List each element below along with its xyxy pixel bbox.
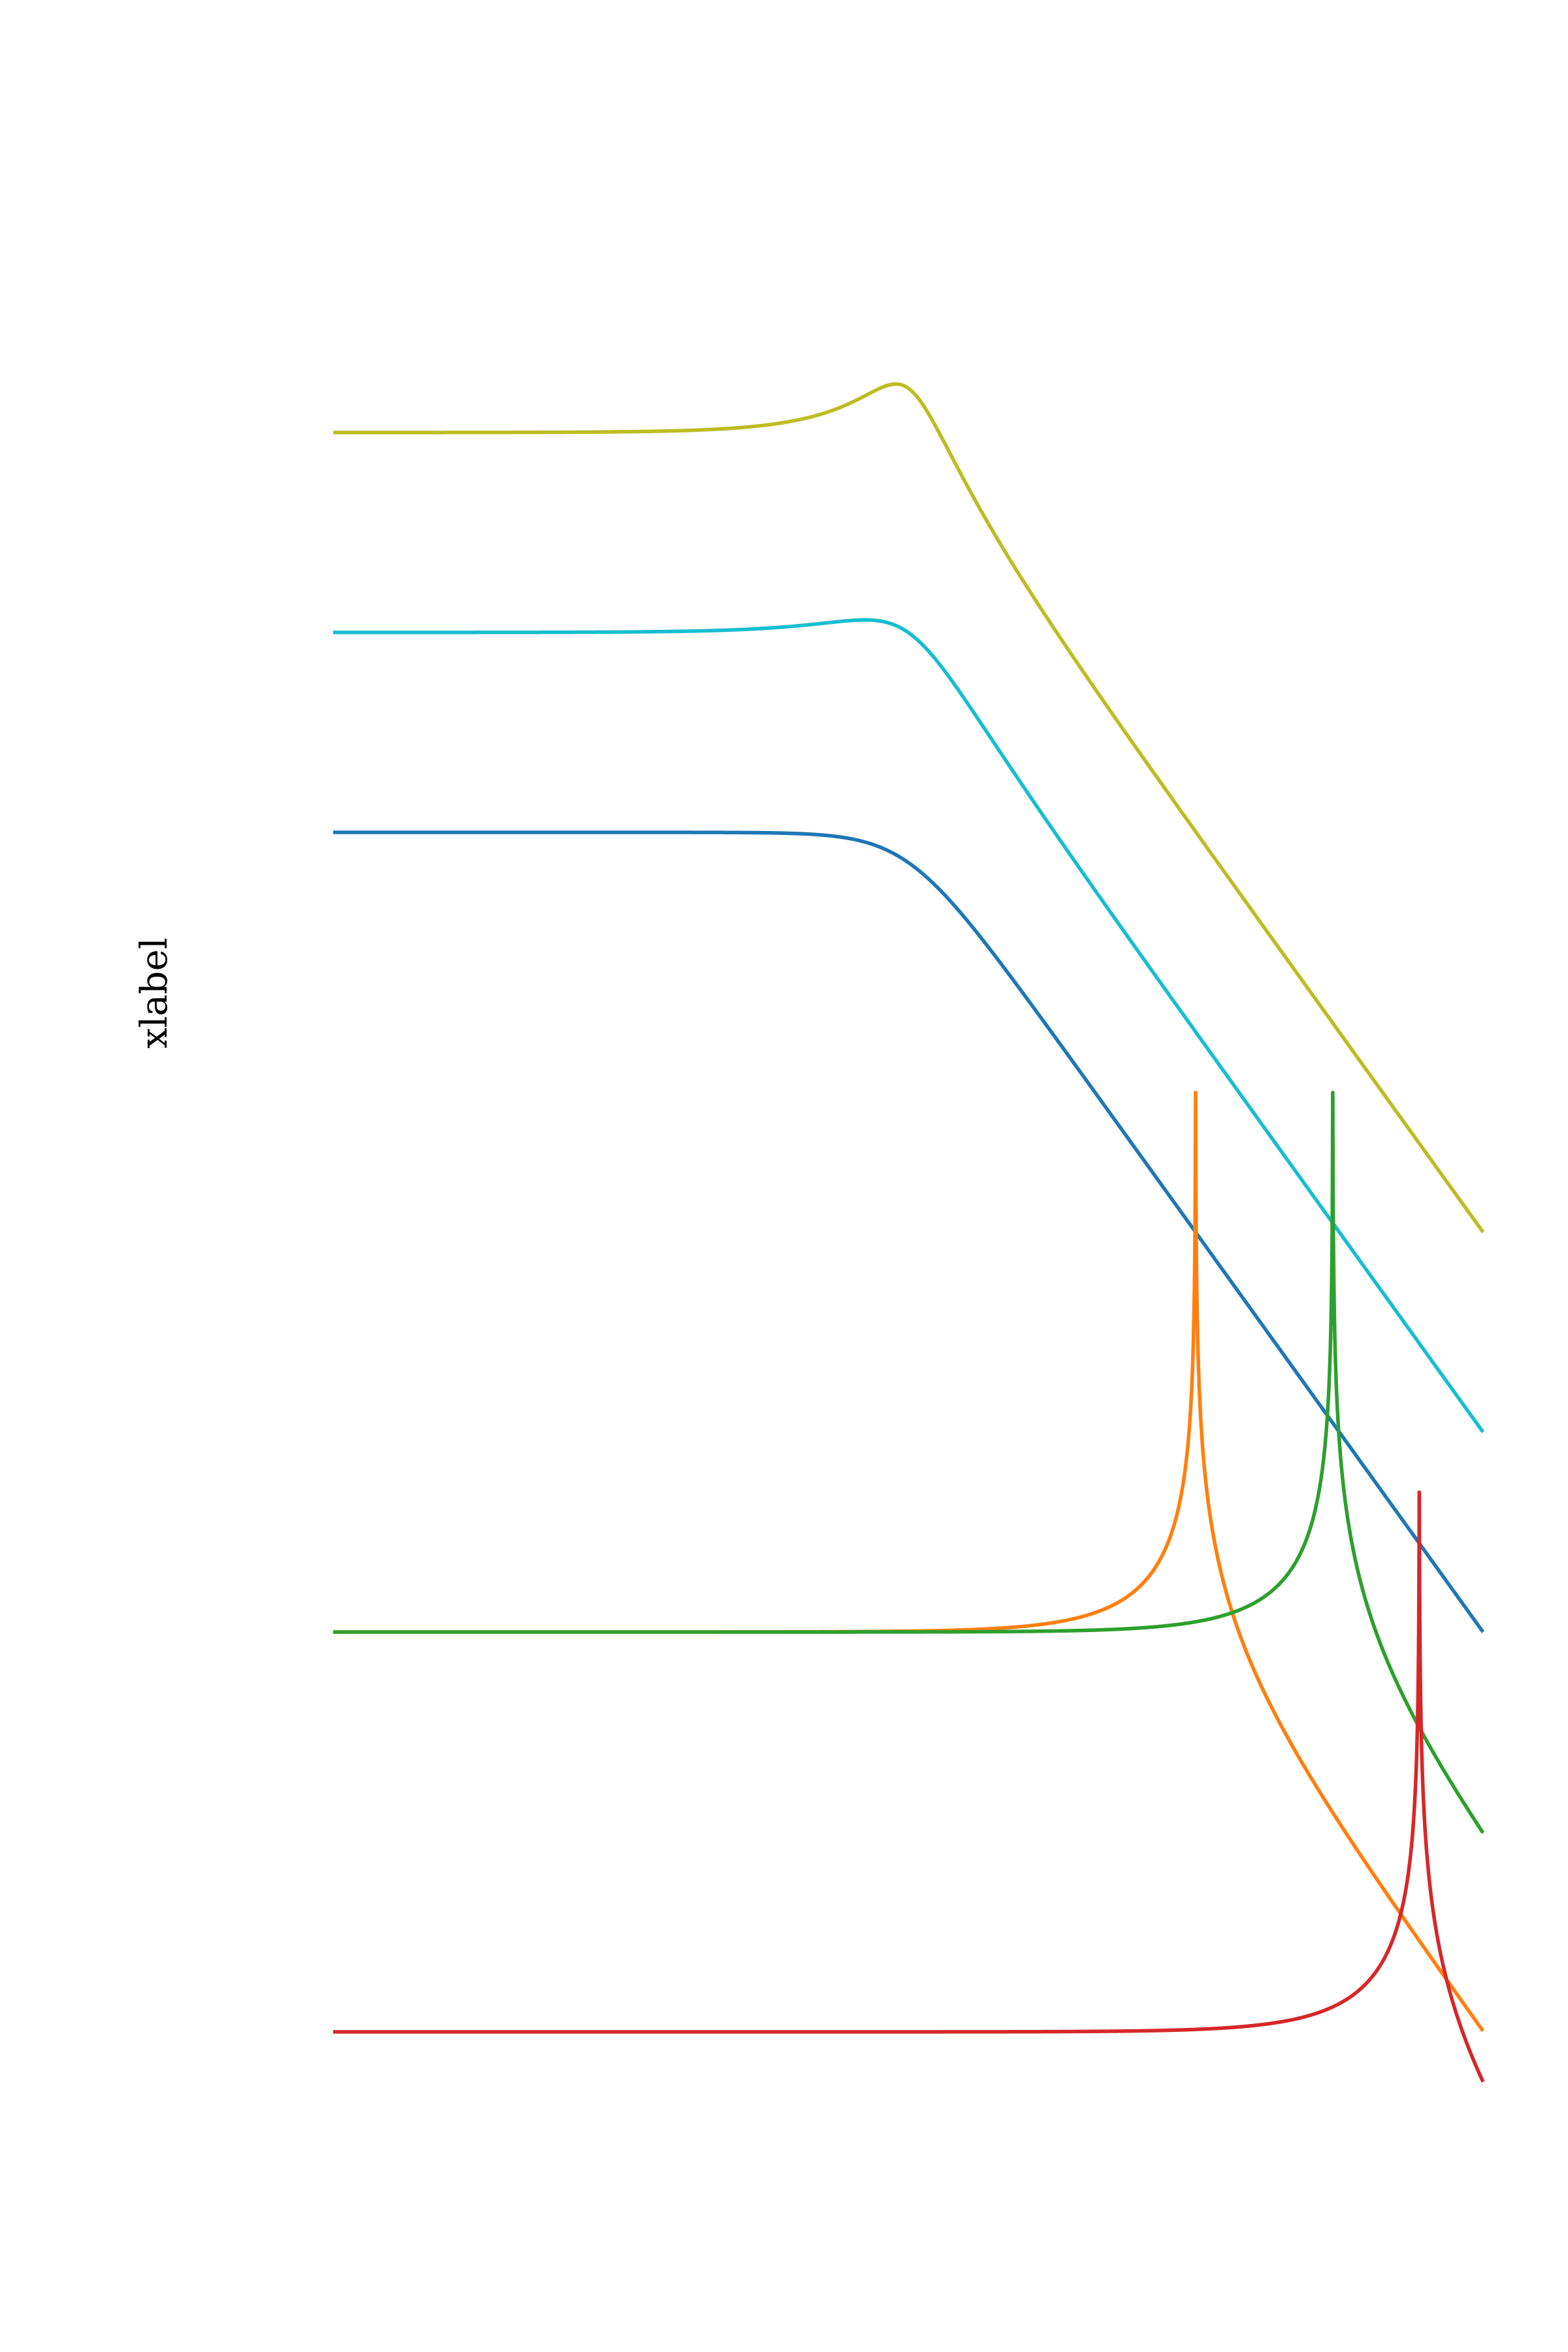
series-line-2 [331,618,1485,1433]
series-line-1 [331,382,1485,1233]
axis-label: xlabel [133,938,176,1049]
plot-area [331,382,1485,2083]
series-line-5 [331,1090,1485,1835]
series-line-6 [331,1490,1485,2083]
series-line-3 [331,830,1485,1633]
